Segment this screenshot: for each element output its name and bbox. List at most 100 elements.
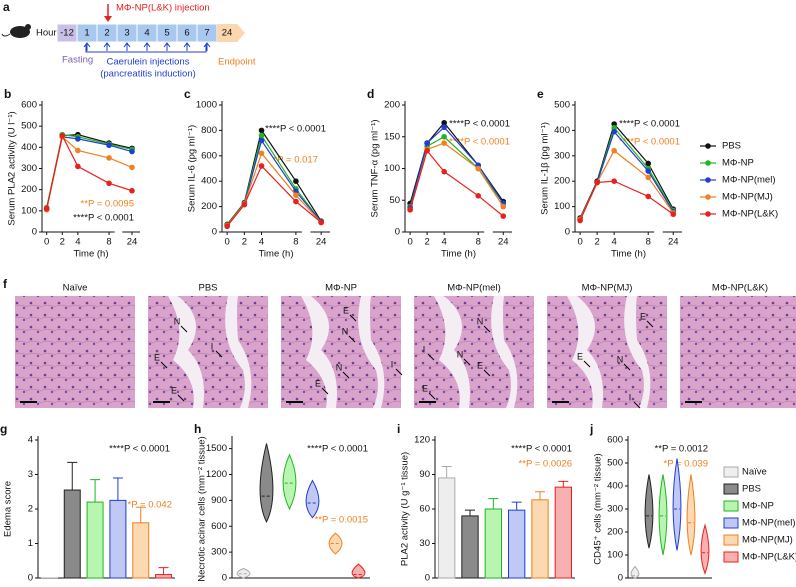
hour-cell: 1 xyxy=(84,28,89,39)
error-bar xyxy=(112,477,123,501)
data-point xyxy=(224,223,230,230)
data-point xyxy=(293,192,299,198)
histology-marker: E xyxy=(171,385,177,395)
tissue-gap xyxy=(624,296,651,408)
y-axis-label: Serum IL-1β (pg ml⁻¹) xyxy=(540,122,551,215)
y-tick-label: 900 xyxy=(211,495,227,506)
bar xyxy=(484,508,502,579)
significance-label: *P = 0.017 xyxy=(274,155,318,166)
panel-letter: j xyxy=(589,422,593,436)
legend-label: PBS xyxy=(722,141,741,152)
histology-marker: I xyxy=(391,359,394,369)
series-line xyxy=(226,139,322,227)
data-point xyxy=(293,178,299,184)
caerulein-arrow xyxy=(203,42,211,51)
data-point xyxy=(645,168,652,174)
timeline-cell xyxy=(217,24,245,42)
y-tick-label: 60 xyxy=(419,504,430,515)
histology-title: MΦ-NP(MJ) xyxy=(582,283,633,294)
data-point xyxy=(129,148,135,155)
significance-label: **P = 0.0026 xyxy=(519,459,572,470)
significance-label: ****P < 0.0001 xyxy=(307,444,368,455)
significance-label: *P = 0.039 xyxy=(664,459,708,470)
tissue-gap xyxy=(225,296,252,408)
error-bar xyxy=(158,567,169,575)
data-point xyxy=(441,119,447,126)
y-tick-label: 300 xyxy=(211,547,227,558)
x-tick-label: 24 xyxy=(668,237,679,248)
panel-letter: i xyxy=(397,422,400,436)
y-axis-label: Necrotic acinar cells (mm⁻² tissue) xyxy=(197,436,208,581)
data-point xyxy=(43,205,50,212)
x-tick-label: 4 xyxy=(442,237,447,248)
caerulein-arrow xyxy=(123,42,131,51)
hour-cell: 4 xyxy=(144,28,149,39)
panel-letter: e xyxy=(537,87,544,101)
pointer xyxy=(349,314,357,322)
y-tick-label: 1500 xyxy=(206,443,227,454)
histology-marker: E xyxy=(477,360,483,370)
violin xyxy=(658,474,668,556)
data-point xyxy=(258,163,265,169)
legend-label: MΦ-NP(L&K) xyxy=(742,552,796,563)
y-tick-label: 300 xyxy=(21,163,37,174)
data-point xyxy=(106,142,112,149)
pointer xyxy=(428,392,436,400)
legend-swatch xyxy=(723,551,739,563)
significance-label: ****P < 0.0001 xyxy=(265,124,326,135)
caerulein-arrow xyxy=(83,42,91,51)
y-tick-label: 200 xyxy=(21,184,37,195)
pointer xyxy=(342,371,350,379)
pointer xyxy=(180,325,188,333)
histology-title: Naïve xyxy=(63,283,88,294)
x-tick-label: 4 xyxy=(612,237,617,248)
data-point xyxy=(424,140,430,146)
y-tick-label: 3 xyxy=(28,469,33,480)
y-tick-label: 0 xyxy=(222,573,227,584)
legend-marker xyxy=(705,211,711,217)
y-tick-label: 0 xyxy=(425,573,430,584)
y-tick-label: 0 xyxy=(618,573,623,584)
legend-swatch xyxy=(723,534,739,546)
hour-cell: 6 xyxy=(184,28,189,39)
data-point xyxy=(129,164,135,171)
x-axis-label: Time (h) xyxy=(73,249,108,260)
data-point xyxy=(75,163,81,170)
error-bar xyxy=(535,491,545,500)
error-bar xyxy=(465,509,475,516)
histology-marker: E xyxy=(640,311,646,321)
violin xyxy=(328,532,343,555)
y-tick-label: 0 xyxy=(28,573,33,584)
data-point xyxy=(106,180,112,187)
y-tick-label: 300 xyxy=(554,150,570,161)
significance-label: **P = 0.0012 xyxy=(655,444,708,455)
error-bar xyxy=(558,480,569,488)
bar xyxy=(461,515,479,579)
y-tick-label: 1200 xyxy=(206,469,227,480)
data-point xyxy=(441,133,447,140)
y-tick-label: 400 xyxy=(21,142,37,153)
data-point xyxy=(258,150,265,157)
bar xyxy=(531,499,549,579)
error-bar xyxy=(135,506,146,523)
error-bar xyxy=(441,465,452,478)
pointer xyxy=(483,369,491,377)
y-tick-label: 600 xyxy=(211,521,227,532)
hour-label: Hour xyxy=(36,28,57,39)
y-tick-label: 150 xyxy=(384,131,400,142)
histology-marker: E xyxy=(343,305,349,315)
tissue-gap xyxy=(491,296,518,408)
data-point xyxy=(645,174,652,181)
pointer xyxy=(348,335,356,343)
data-point xyxy=(59,132,66,139)
y-tick-label: 400 xyxy=(554,125,570,136)
y-tick-label: 4 xyxy=(28,435,33,446)
legend-label: MΦ-NP xyxy=(722,158,754,169)
histology-marker: I xyxy=(629,392,632,402)
legend-swatch xyxy=(723,483,739,495)
histology-marker: N xyxy=(342,326,349,336)
data-point xyxy=(611,128,617,135)
bar xyxy=(508,509,526,579)
caerulein-label: Caerulein injections xyxy=(107,57,190,68)
tissue-gap xyxy=(567,296,603,408)
